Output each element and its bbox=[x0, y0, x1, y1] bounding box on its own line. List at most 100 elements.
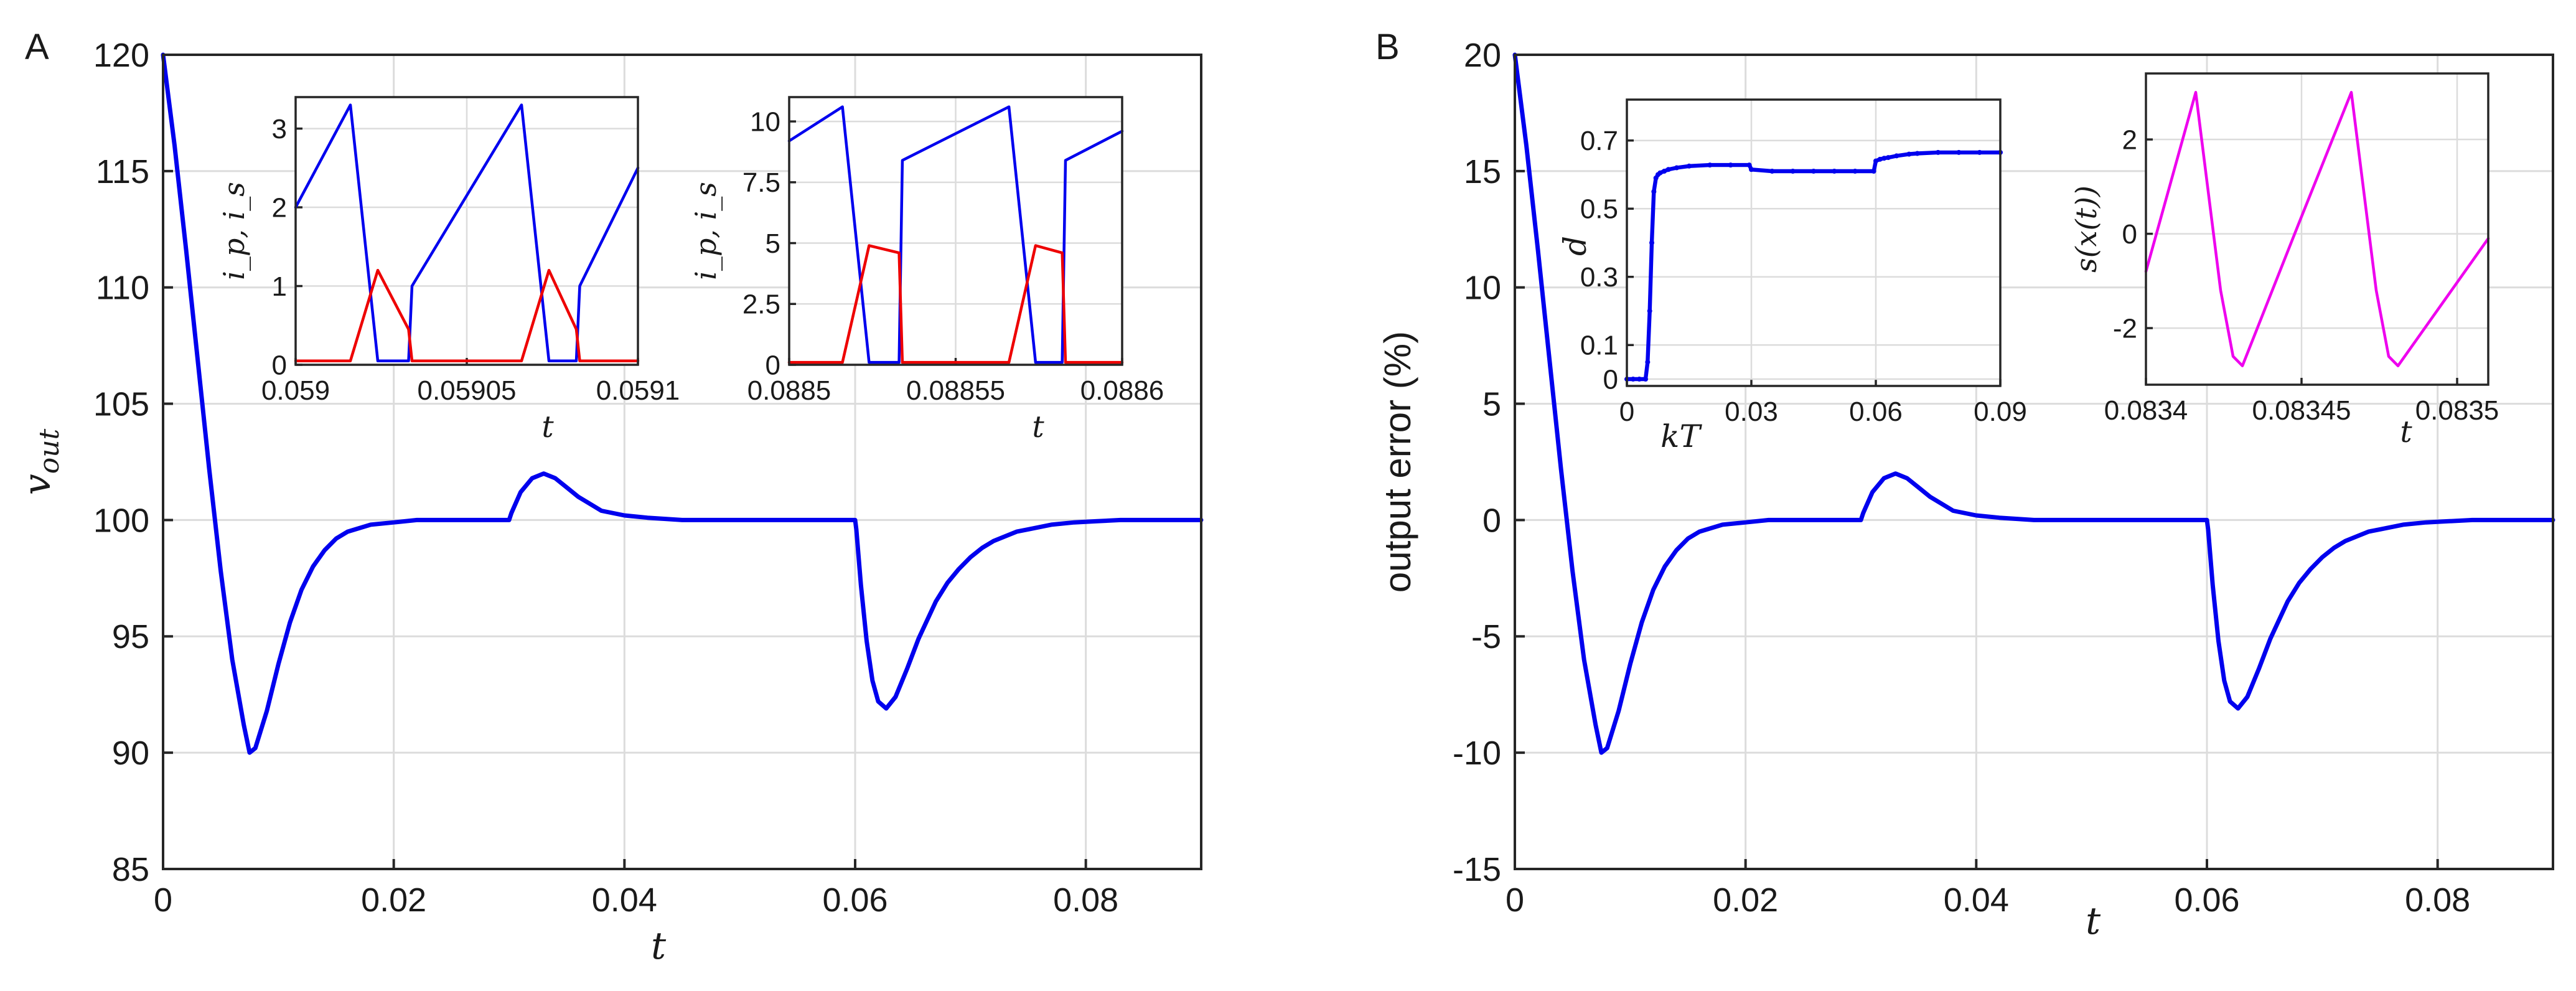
series-line-s-x-t- bbox=[2144, 91, 2490, 367]
inset-x-tick-labels: 0 0.03 0.06 0.09 bbox=[1619, 397, 2027, 427]
y-tick-label: 85 bbox=[112, 851, 149, 888]
inset-x-axis-label: t bbox=[541, 410, 554, 444]
inset-series-lines bbox=[787, 105, 1124, 364]
inset-y-tick-labels: -2 0 2 bbox=[2113, 124, 2137, 344]
panel-b-inset-1: 0 0.03 0.06 0.09 00.10.30.50.7 kT d bbox=[1557, 98, 2027, 454]
y-tick-label: 0 bbox=[1482, 502, 1501, 539]
y-tick-label: 110 bbox=[96, 270, 149, 307]
x-tick-label: 0.02 bbox=[1713, 881, 1778, 919]
inset-x-axis-label: kT bbox=[1660, 418, 1702, 454]
panel-a: A 0 0.02 0.04 0.06 0.08 85909510010511011512… bbox=[16, 27, 1204, 968]
x-tick-label: 0.04 bbox=[592, 881, 657, 919]
inset-series-lines bbox=[2144, 91, 2490, 367]
series-line-i-s bbox=[787, 244, 1124, 364]
y-tick-label: 0.1 bbox=[1580, 331, 1618, 361]
x-tick-label: 0.059 bbox=[261, 375, 330, 406]
x-tick-label: 0.08 bbox=[2405, 881, 2470, 919]
inset-series-points bbox=[1624, 149, 2003, 382]
inset-axes-frame bbox=[2145, 72, 2489, 386]
x-tick-label: 0.06 bbox=[2174, 881, 2239, 919]
panel-label-b: B bbox=[1375, 27, 1400, 67]
y-tick-label: -5 bbox=[1471, 618, 1501, 655]
series-line-v-out bbox=[161, 52, 1204, 755]
y-tick-label: 0 bbox=[766, 350, 780, 380]
y-tick-label: 100 bbox=[93, 502, 149, 539]
y-tick-label: 0.5 bbox=[1580, 194, 1618, 225]
y-tick-label: 120 bbox=[93, 37, 149, 74]
inset-y-axis-label: i_p, i_s bbox=[689, 182, 723, 280]
inset-y-axis-label: d bbox=[1557, 236, 1593, 256]
series-line-i-s bbox=[294, 268, 640, 362]
x-tick-label: 0.08 bbox=[1053, 881, 1118, 919]
x-tick-label: 0.09 bbox=[1974, 397, 2027, 427]
x-tick-label: 0.06 bbox=[1849, 397, 1903, 427]
y-tick-label: 95 bbox=[112, 618, 149, 655]
y-tick-label: 7.5 bbox=[742, 167, 780, 198]
inset-plot-area bbox=[1627, 100, 2000, 386]
y-tick-label: 20 bbox=[1464, 37, 1501, 74]
x-tick-label: 0.03 bbox=[1725, 397, 1778, 427]
y-tick-label: 0 bbox=[1603, 364, 1618, 395]
y-tick-label: 15 bbox=[1464, 153, 1501, 190]
x-tick-label: 0.0591 bbox=[596, 375, 680, 406]
inset-y-axis-label: i_p, i_s bbox=[217, 182, 251, 280]
x-tick-label: 0 bbox=[1506, 881, 1524, 919]
x-tick-labels: 0 0.02 0.04 0.06 0.08 bbox=[1506, 881, 2470, 919]
y-tick-label: 1 bbox=[272, 271, 287, 302]
series-line-i-p bbox=[294, 103, 640, 362]
series-lines bbox=[1512, 52, 2555, 755]
inset-y-tick-labels: 0 2.5 5 7.5 10 bbox=[742, 106, 780, 380]
inset-axes-frame bbox=[1626, 98, 2002, 387]
x-tick-label: 0.08855 bbox=[906, 375, 1005, 406]
y-tick-label: 2 bbox=[272, 192, 287, 223]
inset-axes-frame bbox=[294, 96, 639, 366]
series-line-i-p bbox=[787, 105, 1124, 364]
x-tick-label: 0.0885 bbox=[747, 375, 831, 406]
x-tick-label: 0.02 bbox=[361, 881, 426, 919]
y-tick-label: 5 bbox=[766, 228, 780, 259]
axes-frame bbox=[162, 54, 1202, 870]
panel-label-a: A bbox=[25, 27, 49, 67]
x-tick-label: 0.08345 bbox=[2252, 395, 2351, 426]
x-tick-labels: 0 0.02 0.04 0.06 0.08 bbox=[154, 881, 1118, 919]
y-tick-label: 90 bbox=[112, 735, 149, 772]
y-tick-labels: 85 90 95 100 105 110 115 120 bbox=[93, 37, 149, 888]
inset-series-lines bbox=[294, 103, 640, 362]
y-tick-label: 0.7 bbox=[1580, 126, 1618, 156]
y-tick-label: 3 bbox=[272, 114, 287, 144]
x-tick-label: 0.05905 bbox=[417, 375, 516, 406]
y-tick-label: -2 bbox=[2113, 313, 2137, 344]
x-tick-label: 0 bbox=[154, 881, 172, 919]
x-tick-label: 0.0886 bbox=[1080, 375, 1164, 406]
inset-axes-frame bbox=[788, 96, 1123, 366]
y-tick-label: 0.3 bbox=[1580, 262, 1618, 293]
x-tick-label: 0 bbox=[1619, 397, 1634, 427]
y-tick-labels: -15 -10 -5 0 5 10 15 20 bbox=[1453, 37, 1501, 888]
y-tick-label: 0 bbox=[2122, 219, 2137, 250]
inset-x-axis-label: t bbox=[2400, 415, 2412, 449]
inset-y-tick-labels: 00.1 0.3 0.5 0.7 bbox=[1580, 126, 1618, 395]
inset-plot-area bbox=[2146, 73, 2488, 385]
x-axis-label: t bbox=[2086, 899, 2101, 943]
y-axis-label: vout bbox=[16, 428, 65, 495]
x-tick-label: 0.04 bbox=[1944, 881, 2009, 919]
panel-a-inset-2: 0.0885 0.08855 0.0886 0 2.5 5 7.5 10 t i_p, i_… bbox=[689, 96, 1164, 444]
y-tick-label: -15 bbox=[1453, 851, 1501, 888]
y-axis-label-base: v bbox=[16, 474, 59, 495]
inset-y-tick-labels: 0 1 2 3 bbox=[272, 114, 287, 380]
y-axis-label: output error (%) bbox=[1377, 331, 1418, 593]
x-tick-label: 0.06 bbox=[822, 881, 888, 919]
inset-x-tick-labels: 0.059 0.05905 0.0591 bbox=[261, 375, 680, 406]
inset-x-axis-label: t bbox=[1032, 410, 1044, 444]
panel-a-inset-1: 0.059 0.05905 0.0591 0 1 2 3 t i_p, i_s bbox=[217, 96, 680, 444]
x-tick-label: 0.0834 bbox=[2104, 395, 2188, 426]
y-tick-label: 5 bbox=[1482, 385, 1501, 423]
y-tick-label: 10 bbox=[750, 106, 780, 137]
y-tick-label: 115 bbox=[96, 153, 149, 190]
axes-frame bbox=[1514, 54, 2554, 870]
series-line-output-error bbox=[1512, 52, 2555, 755]
y-tick-label: 2 bbox=[2122, 124, 2137, 155]
y-tick-label: 10 bbox=[1464, 270, 1501, 307]
